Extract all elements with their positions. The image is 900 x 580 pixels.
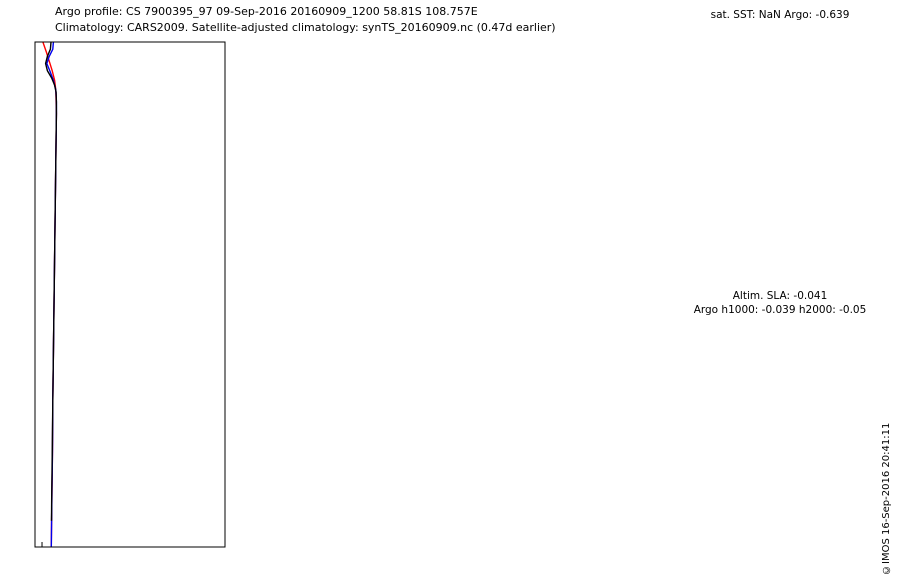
imos-credit-text: ©IMOS 16-Sep-2016 20:41:11 — [881, 422, 892, 575]
figure-title-line1: Argo profile: CS 7900395_97 09-Sep-2016 … — [55, 5, 478, 18]
figure-title-line2: Climatology: CARS2009. Satellite-adjuste… — [55, 21, 556, 34]
sla-map-title-line2: Argo h1000: -0.039 h2000: -0.05 — [693, 304, 867, 316]
sla-map-title-line1: Altim. SLA: -0.041 — [732, 290, 828, 302]
sst-map-title: sat. SST: NaN Argo: -0.639 — [710, 9, 850, 21]
